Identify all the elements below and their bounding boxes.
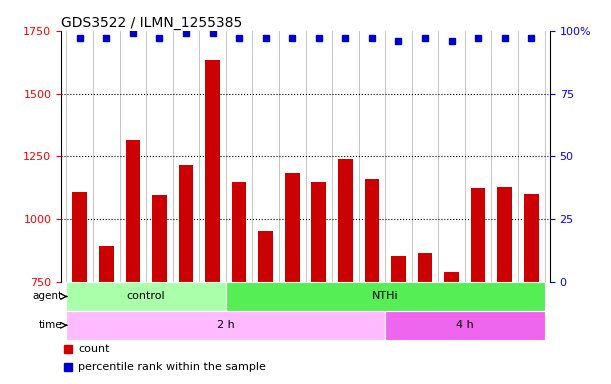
- Bar: [72, 192, 87, 282]
- Text: time: time: [39, 320, 62, 330]
- Bar: [232, 182, 246, 282]
- Bar: [471, 188, 486, 282]
- Bar: [99, 246, 114, 282]
- Text: agent: agent: [32, 291, 62, 301]
- Bar: [365, 179, 379, 282]
- Bar: [205, 60, 220, 282]
- Bar: [67, 282, 226, 311]
- Bar: [178, 165, 193, 282]
- Bar: [67, 311, 385, 340]
- Bar: [285, 173, 299, 282]
- Bar: [391, 256, 406, 282]
- Bar: [385, 311, 544, 340]
- Bar: [338, 159, 353, 282]
- Bar: [418, 253, 433, 282]
- Bar: [258, 230, 273, 282]
- Bar: [524, 194, 539, 282]
- Text: 4 h: 4 h: [456, 320, 474, 330]
- Text: NTHi: NTHi: [372, 291, 398, 301]
- Text: control: control: [127, 291, 166, 301]
- Text: percentile rank within the sample: percentile rank within the sample: [78, 362, 266, 372]
- Bar: [125, 140, 140, 282]
- Bar: [312, 182, 326, 282]
- Bar: [444, 272, 459, 282]
- Bar: [497, 187, 512, 282]
- Text: GDS3522 / ILMN_1255385: GDS3522 / ILMN_1255385: [61, 16, 243, 30]
- Bar: [226, 282, 544, 311]
- Text: count: count: [78, 344, 110, 354]
- Text: 2 h: 2 h: [217, 320, 235, 330]
- Bar: [152, 195, 167, 282]
